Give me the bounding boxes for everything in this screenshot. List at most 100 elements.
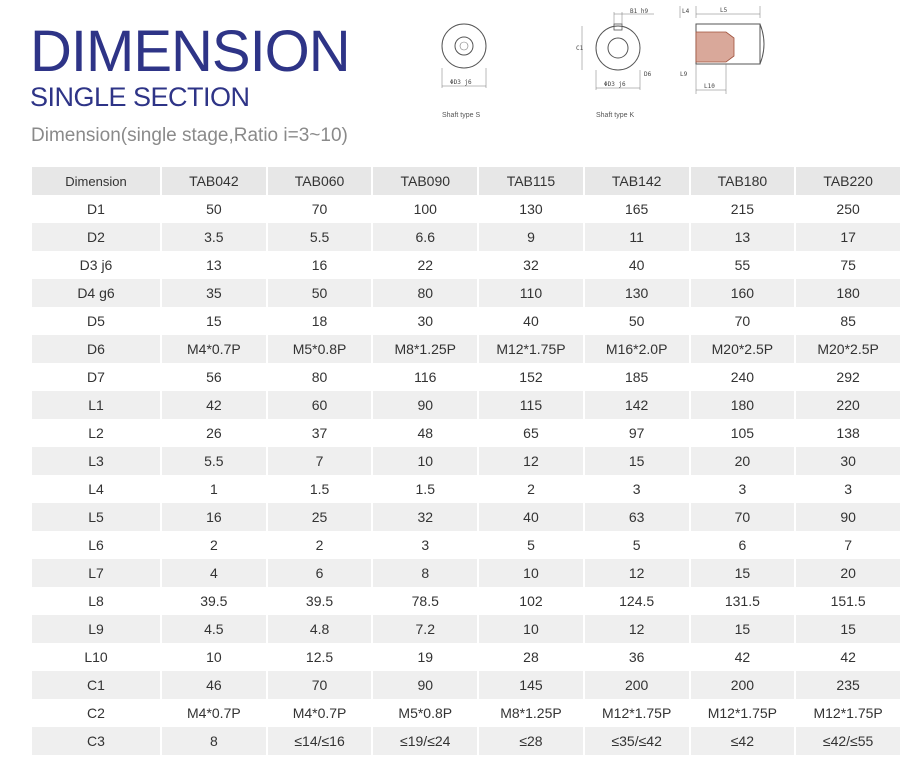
dim-label-l4-top: L4 — [682, 8, 690, 15]
value-cell: 5 — [479, 531, 583, 559]
value-cell: 60 — [267, 391, 372, 419]
value-cell: 145 — [479, 671, 583, 699]
table-row: L8 39.5 39.5 78.5 102 124.5 131.5 151.5 — [32, 587, 900, 615]
value-cell: 50 — [162, 195, 266, 223]
value-cell: 85 — [796, 307, 900, 335]
table-row: D1 50 70 100 130 165 215 250 — [32, 195, 900, 223]
row-label-cell: L3 — [32, 447, 160, 475]
value-cell: 15 — [796, 615, 900, 643]
value-cell: 10 — [162, 643, 266, 671]
value-cell: 2 — [162, 531, 266, 559]
value-cell: 13 — [162, 251, 266, 279]
dim-label-d3j6-k: ΦD3 j6 — [604, 81, 626, 88]
column-header: TAB042 — [162, 167, 266, 195]
shaft-type-k-drawing: B1 h9 C1 ΦD3 j6 D6 Shaft type K — [574, 4, 670, 122]
dim-label-c1: C1 — [576, 45, 584, 52]
table-row: D5 15 18 30 40 50 70 85 — [32, 307, 900, 335]
shaft-type-s-label: Shaft type S — [442, 112, 481, 119]
value-cell: 100 — [373, 195, 478, 223]
table-row: C3 8 ≤14/≤16 ≤19/≤24 ≤28 ≤35/≤42 ≤42 ≤42/≤55 — [32, 727, 900, 755]
value-cell: 3 — [584, 475, 689, 503]
value-cell: 142 — [584, 391, 689, 419]
column-header: TAB115 — [479, 167, 583, 195]
value-cell: 131.5 — [690, 587, 795, 615]
table-caption: Dimension(single stage,Ratio i=3~10) — [31, 125, 348, 146]
value-cell: ≤35/≤42 — [584, 727, 689, 755]
value-cell: 35 — [162, 279, 266, 307]
value-cell: 70 — [267, 195, 372, 223]
value-cell: 215 — [690, 195, 795, 223]
value-cell: M8*1.25P — [373, 335, 478, 363]
value-cell: 42 — [162, 391, 266, 419]
dim-label-l5: L5 — [720, 7, 728, 14]
value-cell: 2 — [479, 475, 583, 503]
value-cell: 7.2 — [373, 615, 478, 643]
value-cell: 20 — [796, 559, 900, 587]
value-cell: 2 — [267, 531, 372, 559]
value-cell: 30 — [373, 307, 478, 335]
value-cell: 16 — [267, 251, 372, 279]
table-row: D6 M4*0.7P M5*0.8P M8*1.25P M12*1.75P M16*2.0… — [32, 335, 900, 363]
row-label-cell: C2 — [32, 699, 160, 727]
value-cell: 200 — [690, 671, 795, 699]
shaft-section-drawing: L4 L5 L10 L9 — [676, 2, 776, 100]
value-cell: 6 — [267, 559, 372, 587]
value-cell: 80 — [267, 363, 372, 391]
value-cell: 17 — [796, 223, 900, 251]
column-header: TAB220 — [796, 167, 900, 195]
value-cell: M4*0.7P — [162, 699, 266, 727]
row-label-cell: D7 — [32, 363, 160, 391]
row-label-cell: D1 — [32, 195, 160, 223]
value-cell: 152 — [479, 363, 583, 391]
table-body: D1 50 70 100 130 165 215 250 D2 3.5 5.5 6.6 9 11 13 17 D… — [32, 195, 900, 755]
value-cell: 7 — [267, 447, 372, 475]
value-cell: 40 — [584, 251, 689, 279]
value-cell: 70 — [690, 503, 795, 531]
value-cell: 5.5 — [267, 223, 372, 251]
value-cell: 1.5 — [267, 475, 372, 503]
table-row: L4 1 1.5 1.5 2 3 3 3 — [32, 475, 900, 503]
value-cell: 102 — [479, 587, 583, 615]
value-cell: M12*1.75P — [584, 699, 689, 727]
row-label-cell: D2 — [32, 223, 160, 251]
dimension-table: Dimension TAB042 TAB060 TAB090 TAB115 TA… — [30, 167, 902, 755]
value-cell: 200 — [584, 671, 689, 699]
value-cell: 105 — [690, 419, 795, 447]
value-cell: 15 — [584, 447, 689, 475]
value-cell: 13 — [690, 223, 795, 251]
column-header: TAB060 — [267, 167, 372, 195]
dim-label-l9: L9 — [680, 71, 688, 78]
table-row: D4 g6 35 50 80 110 130 160 180 — [32, 279, 900, 307]
value-cell: 3 — [373, 531, 478, 559]
value-cell: 130 — [584, 279, 689, 307]
value-cell: M16*2.0P — [584, 335, 689, 363]
value-cell: 1.5 — [373, 475, 478, 503]
table-row: L7 4 6 8 10 12 15 20 — [32, 559, 900, 587]
value-cell: 8 — [373, 559, 478, 587]
value-cell: 292 — [796, 363, 900, 391]
row-label-cell: D5 — [32, 307, 160, 335]
column-header: TAB180 — [690, 167, 795, 195]
value-cell: 78.5 — [373, 587, 478, 615]
value-cell: 180 — [690, 391, 795, 419]
table-row: D7 56 80 116 152 185 240 292 — [32, 363, 900, 391]
value-cell: 10 — [373, 447, 478, 475]
value-cell: 39.5 — [267, 587, 372, 615]
value-cell: 3 — [796, 475, 900, 503]
value-cell: 15 — [162, 307, 266, 335]
value-cell: M12*1.75P — [479, 335, 583, 363]
table-row: L10 10 12.5 19 28 36 42 42 — [32, 643, 900, 671]
value-cell: 12 — [584, 559, 689, 587]
table-row: L1 42 60 90 115 142 180 220 — [32, 391, 900, 419]
value-cell: 55 — [690, 251, 795, 279]
value-cell: ≤19/≤24 — [373, 727, 478, 755]
table-row: D2 3.5 5.5 6.6 9 11 13 17 — [32, 223, 900, 251]
value-cell: 63 — [584, 503, 689, 531]
row-label-cell: L9 — [32, 615, 160, 643]
value-cell: 16 — [162, 503, 266, 531]
value-cell: ≤14/≤16 — [267, 727, 372, 755]
value-cell: M4*0.7P — [162, 335, 266, 363]
table-row: D3 j6 13 16 22 32 40 55 75 — [32, 251, 900, 279]
value-cell: 110 — [479, 279, 583, 307]
value-cell: 48 — [373, 419, 478, 447]
